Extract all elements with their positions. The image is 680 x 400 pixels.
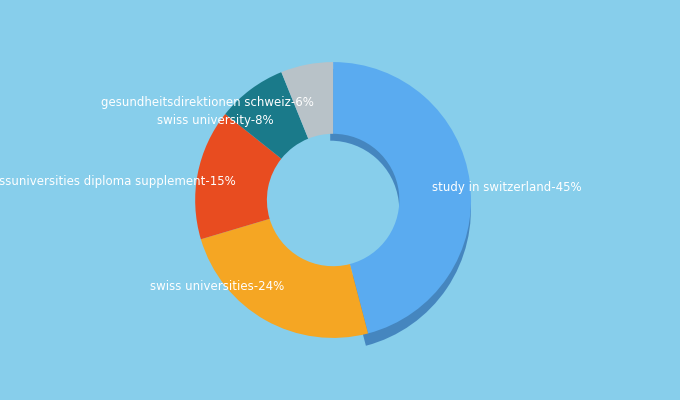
Wedge shape xyxy=(220,79,305,167)
Text: swiss universities-24%: swiss universities-24% xyxy=(150,280,284,293)
Wedge shape xyxy=(282,62,333,139)
Text: swissuniversities diploma supplement-15%: swissuniversities diploma supplement-15% xyxy=(0,174,236,188)
Wedge shape xyxy=(330,69,471,346)
Wedge shape xyxy=(277,69,330,146)
Text: gesundheitsdirektionen schweiz-6%: gesundheitsdirektionen schweiz-6% xyxy=(101,96,314,109)
Wedge shape xyxy=(195,229,366,350)
Wedge shape xyxy=(201,219,368,338)
Text: study in switzerland-45%: study in switzerland-45% xyxy=(432,181,581,194)
Text: swiss university-8%: swiss university-8% xyxy=(157,114,274,127)
Wedge shape xyxy=(333,62,471,334)
Wedge shape xyxy=(195,114,282,239)
Wedge shape xyxy=(225,72,308,159)
Wedge shape xyxy=(190,122,276,250)
